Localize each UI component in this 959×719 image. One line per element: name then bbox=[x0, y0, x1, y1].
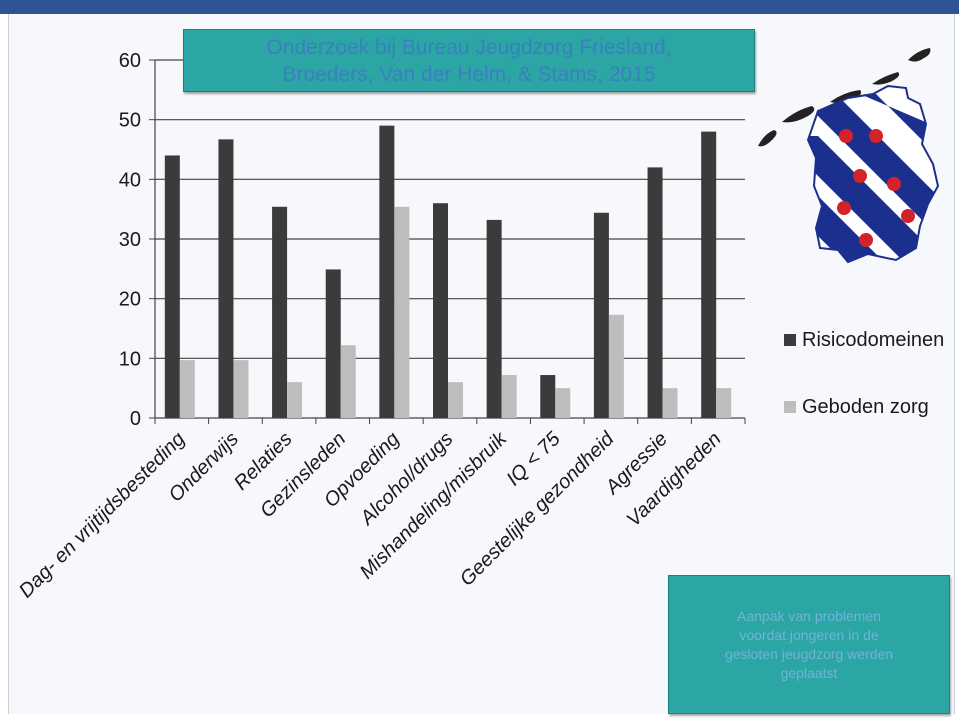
note-line-3: gesloten jeugdzorg werden bbox=[724, 645, 894, 662]
x-tick-label: Alcohol/drugs bbox=[356, 428, 458, 530]
note-line-1: Aanpak van problemen bbox=[737, 607, 881, 624]
bar-geboden-zorg bbox=[501, 375, 517, 418]
x-tick-labels: Dag- en vrijtijdsbestedingOnderwijsRelat… bbox=[15, 427, 726, 602]
bar-risicodomeinen bbox=[379, 125, 395, 418]
y-tick-label: 20 bbox=[119, 289, 141, 311]
chart-legend: Risicodomeinen Geboden zorg bbox=[784, 326, 944, 460]
y-tick-label: 40 bbox=[119, 169, 141, 191]
y-tick-label: 50 bbox=[119, 110, 141, 132]
legend-item-risicodomeinen: Risicodomeinen bbox=[784, 326, 944, 354]
chart-bars bbox=[164, 125, 732, 418]
bar-geboden-zorg bbox=[555, 388, 571, 418]
bar-risicodomeinen bbox=[325, 269, 341, 418]
legend-item-geboden-zorg: Geboden zorg bbox=[784, 393, 944, 421]
legend-label-risicodomeinen: Risicodomeinen bbox=[802, 328, 945, 351]
bar-risicodomeinen bbox=[433, 203, 448, 418]
study-title-line-2: Broeders, Van der Helm, & Stams, 2015 bbox=[282, 62, 656, 86]
bar-risicodomeinen bbox=[164, 155, 180, 418]
note-box: Aanpak van problemen voordat jongeren in… bbox=[668, 575, 950, 714]
bar-risicodomeinen bbox=[593, 212, 609, 418]
bar-risicodomeinen bbox=[701, 131, 717, 418]
bar-risicodomeinen bbox=[272, 206, 288, 418]
bar-geboden-zorg bbox=[233, 360, 249, 418]
bar-geboden-zorg bbox=[662, 388, 678, 418]
bar-geboden-zorg bbox=[394, 206, 410, 418]
study-title-box: Onderzoek bij Bureau Jeugdzorg Friesland… bbox=[183, 29, 755, 92]
bar-risicodomeinen bbox=[540, 375, 556, 418]
legend-label-geboden-zorg: Geboden zorg bbox=[802, 395, 929, 418]
header-bar bbox=[0, 0, 959, 14]
bar-geboden-zorg bbox=[716, 388, 732, 418]
bar-geboden-zorg bbox=[448, 382, 463, 418]
friesland-flag-map-icon bbox=[758, 48, 940, 264]
y-tick-label: 10 bbox=[119, 348, 141, 370]
legend-swatch-risicodomeinen bbox=[784, 334, 796, 346]
x-tick-label: Vaardigheden bbox=[623, 428, 726, 531]
bar-risicodomeinen bbox=[486, 219, 502, 418]
bar-geboden-zorg bbox=[179, 360, 195, 418]
bar-geboden-zorg bbox=[287, 382, 303, 418]
y-tick-labels: 0 10 20 30 40 50 60 bbox=[119, 50, 141, 430]
y-tick-label: 60 bbox=[119, 50, 141, 72]
note-line-2: voordat jongeren in de bbox=[739, 626, 879, 643]
x-tick-label: Dag- en vrijtijdsbesteding bbox=[15, 428, 189, 602]
bar-geboden-zorg bbox=[608, 314, 624, 418]
note-line-4: geplaatst bbox=[780, 664, 838, 681]
y-tick-label: 0 bbox=[130, 408, 141, 430]
bar-risicodomeinen bbox=[218, 139, 234, 418]
study-title-line-1: Onderzoek bij Bureau Jeugdzorg Friesland… bbox=[266, 35, 672, 59]
legend-swatch-geboden-zorg bbox=[784, 401, 796, 413]
y-tick-label: 30 bbox=[119, 229, 141, 251]
bar-geboden-zorg bbox=[340, 345, 356, 418]
bar-risicodomeinen bbox=[647, 167, 663, 418]
